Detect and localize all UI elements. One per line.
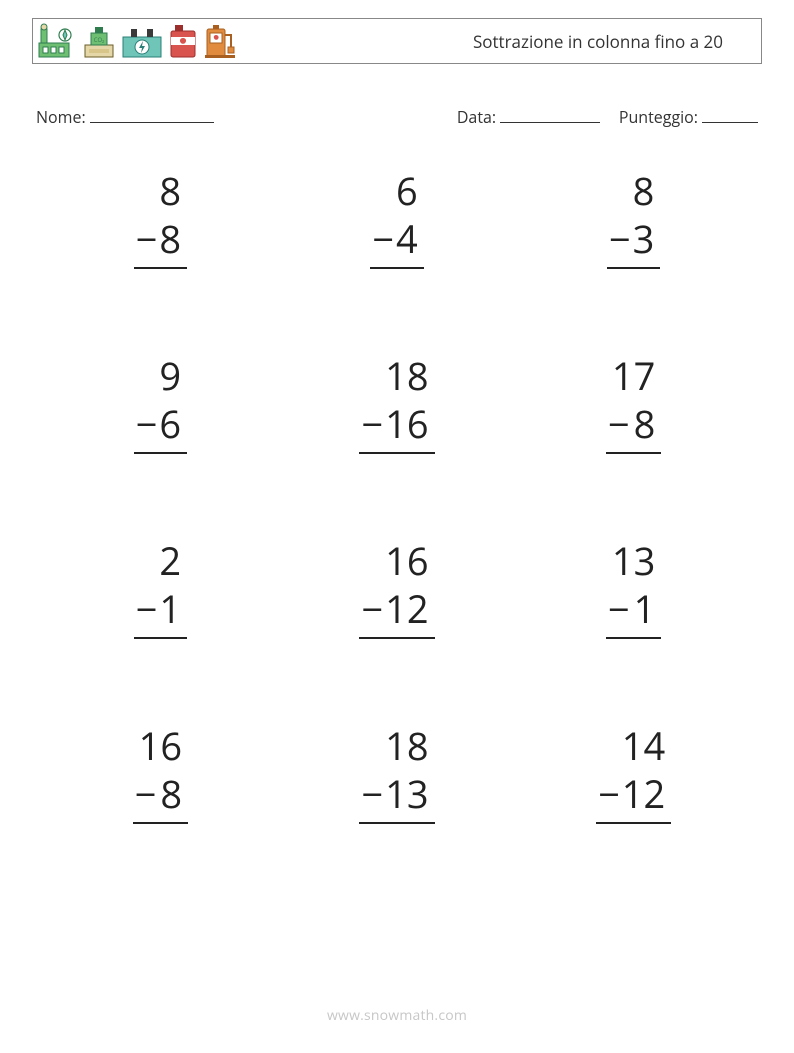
worksheet-page: CO₂ [0,0,794,1053]
minuend: 18 [359,353,434,401]
problem: 2−1 [42,538,279,639]
subtraction-stack: 14−12 [596,723,671,824]
subtraction-stack: 2−1 [134,538,187,639]
minus-operator: − [136,216,158,264]
name-line [90,107,214,123]
minus-operator: − [361,401,383,449]
subtrahend-line: −12 [359,586,434,640]
subtrahend-line: −3 [607,216,660,270]
meta-spacer [214,106,457,128]
minus-operator: − [361,586,383,634]
subtraction-stack: 18−16 [359,353,434,454]
header-box: CO₂ [32,18,762,64]
problem: 18−16 [279,353,516,454]
minuend: 2 [134,538,187,586]
subtrahend: 12 [622,771,665,819]
minuend: 17 [606,353,661,401]
footer-text: www.snowmath.com [0,1006,794,1025]
factory-icon [37,23,77,59]
problem: 13−1 [515,538,752,639]
minus-operator: − [608,586,630,634]
subtraction-stack: 13−1 [606,538,661,639]
problems-grid: 8−86−48−39−618−1617−82−116−1213−116−818−… [32,168,762,824]
subtrahend: 8 [632,401,656,449]
problem: 17−8 [515,353,752,454]
minuend: 13 [606,538,661,586]
subtrahend-line: −6 [134,401,187,455]
score-line [702,107,758,123]
subtrahend-line: −1 [606,586,661,640]
subtrahend: 13 [385,771,428,819]
energy-icon [121,23,163,59]
subtrahend-line: −13 [359,771,434,825]
subtrahend: 8 [158,771,182,819]
subtrahend-line: −8 [133,771,188,825]
subtrahend-line: −8 [134,216,187,270]
date-label: Data: [457,106,496,128]
minuend: 6 [370,168,423,216]
gas-pump-icon [203,23,237,59]
subtrahend-line: −8 [606,401,661,455]
subtraction-stack: 16−12 [359,538,434,639]
problem: 8−3 [515,168,752,269]
subtrahend-line: −4 [370,216,423,270]
minuend: 18 [359,723,434,771]
problem: 6−4 [279,168,516,269]
subtraction-stack: 9−6 [134,353,187,454]
minus-operator: − [136,401,158,449]
meta-row: Nome: Data: Punteggio: [32,106,762,128]
problem: 18−13 [279,723,516,824]
score-label: Punteggio: [619,106,698,128]
subtrahend: 16 [385,401,428,449]
worksheet-title: Sottrazione in colonna fino a 20 [473,30,751,53]
minuend: 8 [134,168,187,216]
subtraction-stack: 8−8 [134,168,187,269]
minus-operator: − [608,401,630,449]
subtraction-stack: 8−3 [607,168,660,269]
subtraction-stack: 17−8 [606,353,661,454]
subtrahend-line: −1 [134,586,187,640]
subtrahend: 1 [159,586,181,634]
subtrahend-line: −12 [596,771,671,825]
problem: 16−8 [42,723,279,824]
minuend: 14 [596,723,671,771]
subtrahend-line: −16 [359,401,434,455]
name-field: Nome: [36,106,214,128]
minuend: 8 [607,168,660,216]
meta-gap [600,106,619,128]
machine-icon: CO₂ [81,23,117,59]
minus-operator: − [372,216,394,264]
subtrahend: 12 [385,586,428,634]
subtraction-stack: 6−4 [370,168,423,269]
minuend: 9 [134,353,187,401]
subtrahend: 1 [632,586,656,634]
header-icon-strip: CO₂ [37,19,237,63]
subtrahend: 6 [159,401,181,449]
problem: 9−6 [42,353,279,454]
minus-operator: − [136,586,158,634]
svg-text:CO₂: CO₂ [94,36,105,44]
minuend: 16 [359,538,434,586]
subtraction-stack: 16−8 [133,723,188,824]
date-line [500,107,600,123]
subtrahend: 8 [159,216,181,264]
subtrahend: 4 [396,216,418,264]
canister-icon [167,23,199,59]
problem: 16−12 [279,538,516,639]
score-field: Punteggio: [619,106,758,128]
subtraction-stack: 18−13 [359,723,434,824]
minus-operator: − [598,771,620,819]
minus-operator: − [609,216,631,264]
problem: 14−12 [515,723,752,824]
date-field: Data: [457,106,600,128]
minuend: 16 [133,723,188,771]
minus-operator: − [135,771,157,819]
subtrahend: 3 [633,216,655,264]
minus-operator: − [361,771,383,819]
problem: 8−8 [42,168,279,269]
name-label: Nome: [36,106,86,128]
